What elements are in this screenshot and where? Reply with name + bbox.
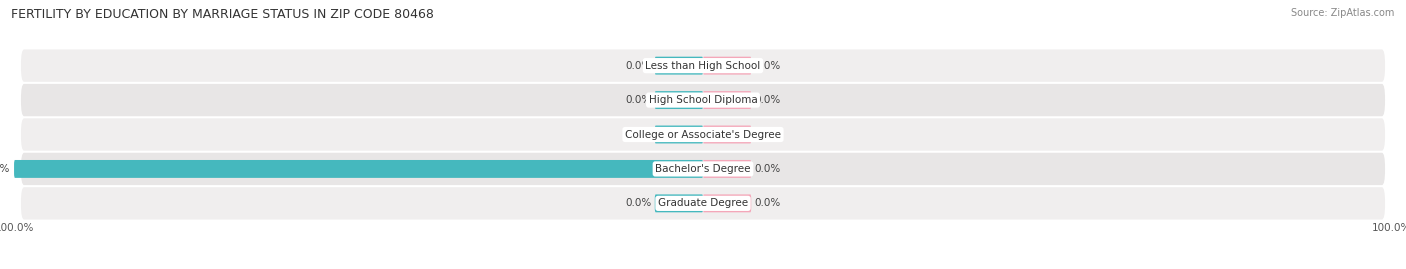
Text: FERTILITY BY EDUCATION BY MARRIAGE STATUS IN ZIP CODE 80468: FERTILITY BY EDUCATION BY MARRIAGE STATU… [11,8,434,21]
Text: College or Associate's Degree: College or Associate's Degree [626,129,780,140]
Text: Source: ZipAtlas.com: Source: ZipAtlas.com [1291,8,1395,18]
FancyBboxPatch shape [703,57,751,75]
Text: 0.0%: 0.0% [755,164,780,174]
Text: 0.0%: 0.0% [755,95,780,105]
FancyBboxPatch shape [703,160,751,178]
FancyBboxPatch shape [655,91,703,109]
FancyBboxPatch shape [655,194,703,212]
FancyBboxPatch shape [655,126,703,143]
Text: 0.0%: 0.0% [755,61,780,71]
Text: 0.0%: 0.0% [755,198,780,208]
FancyBboxPatch shape [655,57,703,75]
FancyBboxPatch shape [21,187,1385,220]
FancyBboxPatch shape [21,153,1385,185]
Text: 0.0%: 0.0% [626,129,651,140]
Text: 0.0%: 0.0% [755,129,780,140]
FancyBboxPatch shape [703,126,751,143]
Text: 0.0%: 0.0% [626,198,651,208]
Text: 0.0%: 0.0% [626,61,651,71]
FancyBboxPatch shape [703,194,751,212]
FancyBboxPatch shape [703,91,751,109]
Text: High School Diploma: High School Diploma [648,95,758,105]
Text: Bachelor's Degree: Bachelor's Degree [655,164,751,174]
Text: Less than High School: Less than High School [645,61,761,71]
FancyBboxPatch shape [21,84,1385,116]
FancyBboxPatch shape [21,49,1385,82]
FancyBboxPatch shape [14,160,703,178]
Text: Graduate Degree: Graduate Degree [658,198,748,208]
Text: 100.0%: 100.0% [0,164,11,174]
FancyBboxPatch shape [21,118,1385,151]
Text: 0.0%: 0.0% [626,95,651,105]
